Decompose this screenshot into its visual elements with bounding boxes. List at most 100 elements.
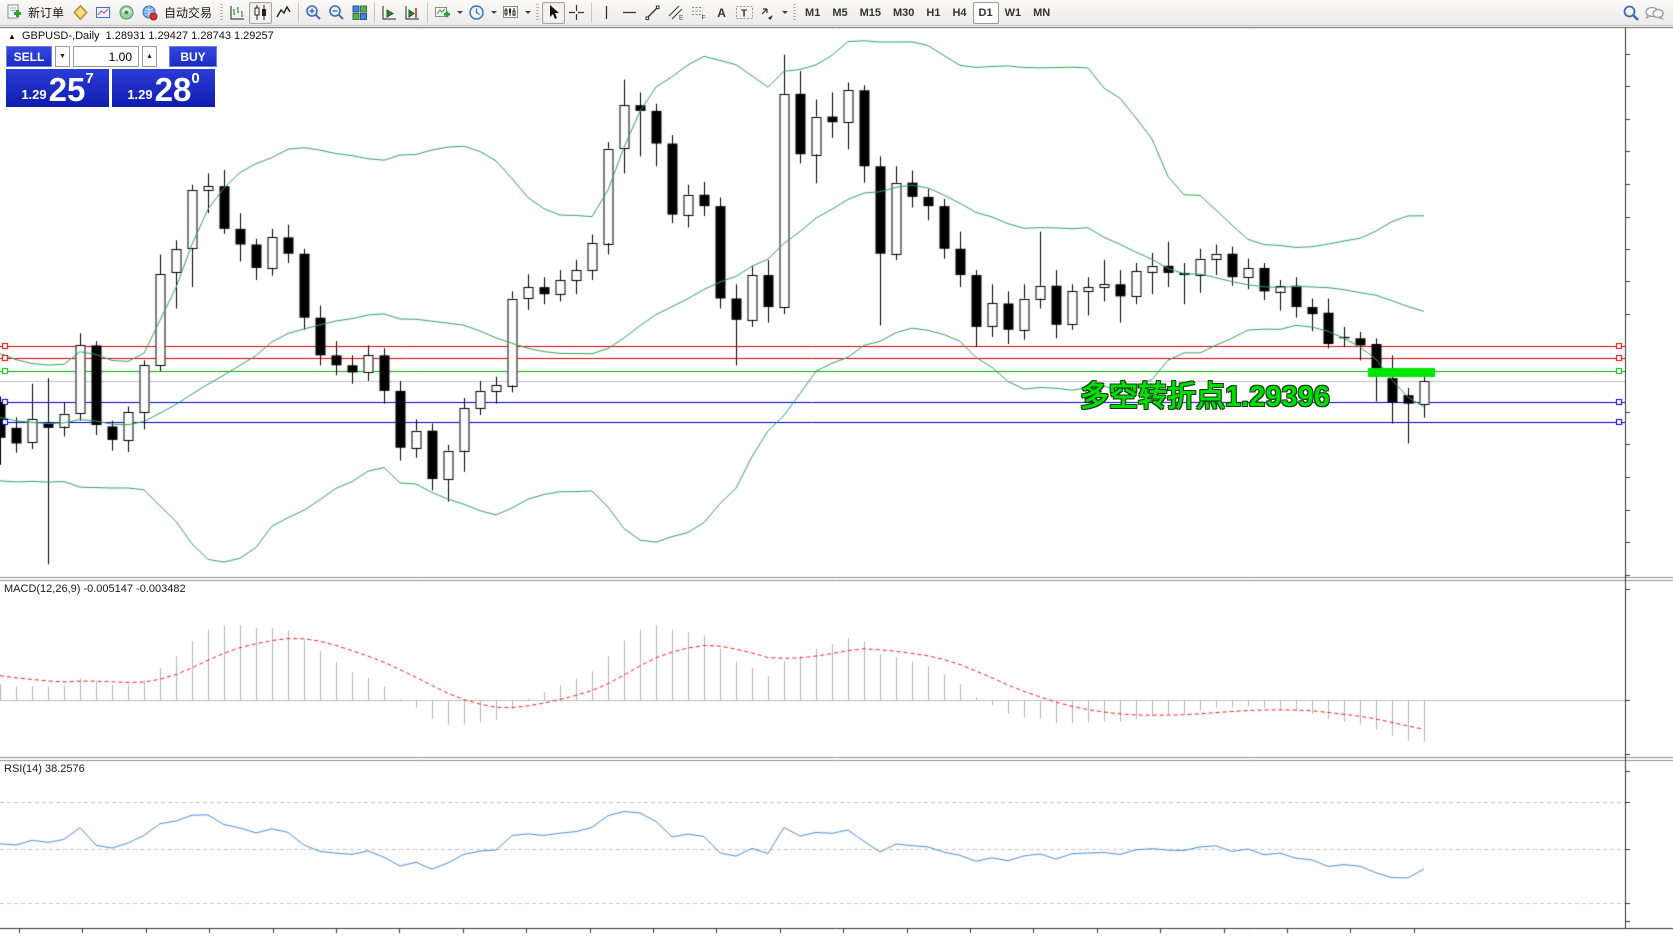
cursor-icon <box>550 5 560 19</box>
chart-shift-button[interactable] <box>401 2 424 24</box>
terminal-icon <box>119 5 134 20</box>
fibonacci-icon: F <box>692 7 706 22</box>
rsi-indicator-label: RSI(14) 38.2576 <box>4 763 85 775</box>
symbol-bar: ▲ GBPUSD-,Daily 1.28931 1.29427 1.28743 … <box>8 30 274 42</box>
autotrading-icon <box>142 5 158 21</box>
tile-windows-button[interactable] <box>348 2 371 24</box>
label-tool-button[interactable]: T <box>733 2 756 24</box>
indicators-dropdown[interactable] <box>454 2 465 24</box>
auto-scroll-button[interactable] <box>378 2 401 24</box>
timeframe-M5[interactable]: M5 <box>832 6 848 19</box>
svg-text:E: E <box>679 15 684 22</box>
new-order-icon <box>7 4 21 19</box>
buy-price-quote[interactable]: 1.29 28 0 <box>112 69 215 107</box>
trendline-icon <box>645 5 660 21</box>
bar-chart-icon <box>230 6 245 20</box>
tile-windows-icon <box>352 5 368 20</box>
crosshair-icon <box>569 5 585 20</box>
zoom-out-icon <box>329 5 344 20</box>
new-order-button[interactable] <box>2 2 25 24</box>
vertical-line-icon <box>605 6 608 19</box>
autotrading-button[interactable] <box>138 2 161 24</box>
toolbar-drag-handle[interactable] <box>536 3 540 22</box>
timeframe-bar: M1 M5 M15 M30 H1 H4 D1 W1 MN <box>799 1 1056 24</box>
buy-price-sup: 0 <box>191 70 200 87</box>
templates-icon <box>503 6 519 18</box>
svg-text:F: F <box>702 15 706 22</box>
timeframe-H4[interactable]: H4 <box>952 6 967 19</box>
sell-price-sup: 7 <box>85 70 94 87</box>
toolbar-drag-handle[interactable] <box>220 3 224 22</box>
timeframe-M30[interactable]: M30 <box>893 6 915 19</box>
horizontal-line-icon <box>623 11 637 14</box>
new-order-label[interactable]: 新订单 <box>28 6 65 20</box>
timeframe-MN[interactable]: MN <box>1033 6 1051 19</box>
vertical-line-tool-button[interactable] <box>595 2 618 24</box>
terminal-button[interactable] <box>115 2 138 24</box>
ohlc-values: 1.28931 1.29427 1.28743 1.29257 <box>105 30 274 42</box>
timeframe-M1[interactable]: M1 <box>805 6 821 19</box>
templates-button[interactable] <box>499 2 522 24</box>
toolbar: 新订单 自动交易 <box>0 0 1673 26</box>
arrows-dropdown[interactable] <box>779 2 790 24</box>
buy-button[interactable]: BUY <box>169 46 217 67</box>
chat-button[interactable] <box>1642 2 1665 24</box>
market-watch-button[interactable] <box>69 2 92 24</box>
periods-clock-icon <box>469 5 484 20</box>
candlestick-chart-icon <box>254 5 267 20</box>
timeframe-W1[interactable]: W1 <box>1004 6 1022 19</box>
market-watch-icon <box>73 4 88 21</box>
buy-price-prefix: 1.29 <box>127 87 153 102</box>
volume-decrease-button[interactable]: ▼ <box>55 46 70 67</box>
chart-shift-icon <box>405 6 420 20</box>
periods-dropdown[interactable] <box>488 2 499 24</box>
arrows-icon <box>761 8 774 20</box>
indicators-icon <box>435 7 451 18</box>
sell-price-big: 25 <box>48 70 86 108</box>
crosshair-tool-button[interactable] <box>565 2 588 24</box>
volume-input[interactable]: 1.00 <box>73 46 139 67</box>
bar-chart-button[interactable] <box>226 2 249 24</box>
cursor-tool-button[interactable] <box>542 1 566 24</box>
chat-icon <box>1644 6 1664 20</box>
channel-tool-button[interactable]: E <box>664 2 687 24</box>
timeframe-D1[interactable]: D1 <box>972 1 999 24</box>
sell-price-prefix: 1.29 <box>21 87 47 102</box>
auto-scroll-icon <box>382 6 397 20</box>
templates-dropdown[interactable] <box>522 2 533 24</box>
zoom-out-button[interactable] <box>325 2 348 24</box>
text-tool-letter: A <box>717 5 726 20</box>
label-tool-icon: T <box>736 6 754 20</box>
periods-button[interactable] <box>465 2 488 24</box>
volume-increase-button[interactable]: ▲ <box>142 46 157 67</box>
chart-annotation-text[interactable]: 多空转折点1.29396 <box>1080 381 1330 413</box>
zoom-in-icon <box>306 5 321 20</box>
autotrading-label[interactable]: 自动交易 <box>164 6 213 20</box>
one-click-trade-panel: SELL ▼ 1.00 ▲ BUY 1.29 25 7 1.29 28 0 <box>6 46 220 107</box>
line-chart-button[interactable] <box>272 2 295 24</box>
navigator-button[interactable] <box>92 2 115 24</box>
arrows-tool-button[interactable] <box>756 2 779 24</box>
toolbar-drag-handle[interactable] <box>793 3 797 22</box>
sell-price-quote[interactable]: 1.29 25 7 <box>6 69 109 107</box>
timeframe-H1[interactable]: H1 <box>926 6 941 19</box>
trendline-tool-button[interactable] <box>641 2 664 24</box>
candlestick-chart-button[interactable] <box>249 1 273 24</box>
search-button[interactable] <box>1619 2 1642 24</box>
svg-text:T: T <box>741 9 747 20</box>
symbol-period-label: GBPUSD-,Daily <box>21 30 100 42</box>
channel-icon: E <box>668 5 684 22</box>
buy-price-big: 28 <box>154 70 192 108</box>
zoom-in-button[interactable] <box>302 2 325 24</box>
timeframe-M15[interactable]: M15 <box>859 6 881 19</box>
navigator-icon <box>96 7 111 18</box>
text-tool-button[interactable]: A <box>710 2 733 24</box>
panel-collapse-arrow[interactable]: ▲ <box>8 31 16 41</box>
sell-button[interactable]: SELL <box>6 46 52 67</box>
horizontal-line-tool-button[interactable] <box>618 2 641 24</box>
fibonacci-tool-button[interactable]: F <box>687 2 710 24</box>
indicators-button[interactable] <box>431 2 454 24</box>
line-chart-icon <box>276 5 291 18</box>
macd-indicator-label: MACD(12,26,9) -0.005147 -0.003482 <box>4 583 186 595</box>
